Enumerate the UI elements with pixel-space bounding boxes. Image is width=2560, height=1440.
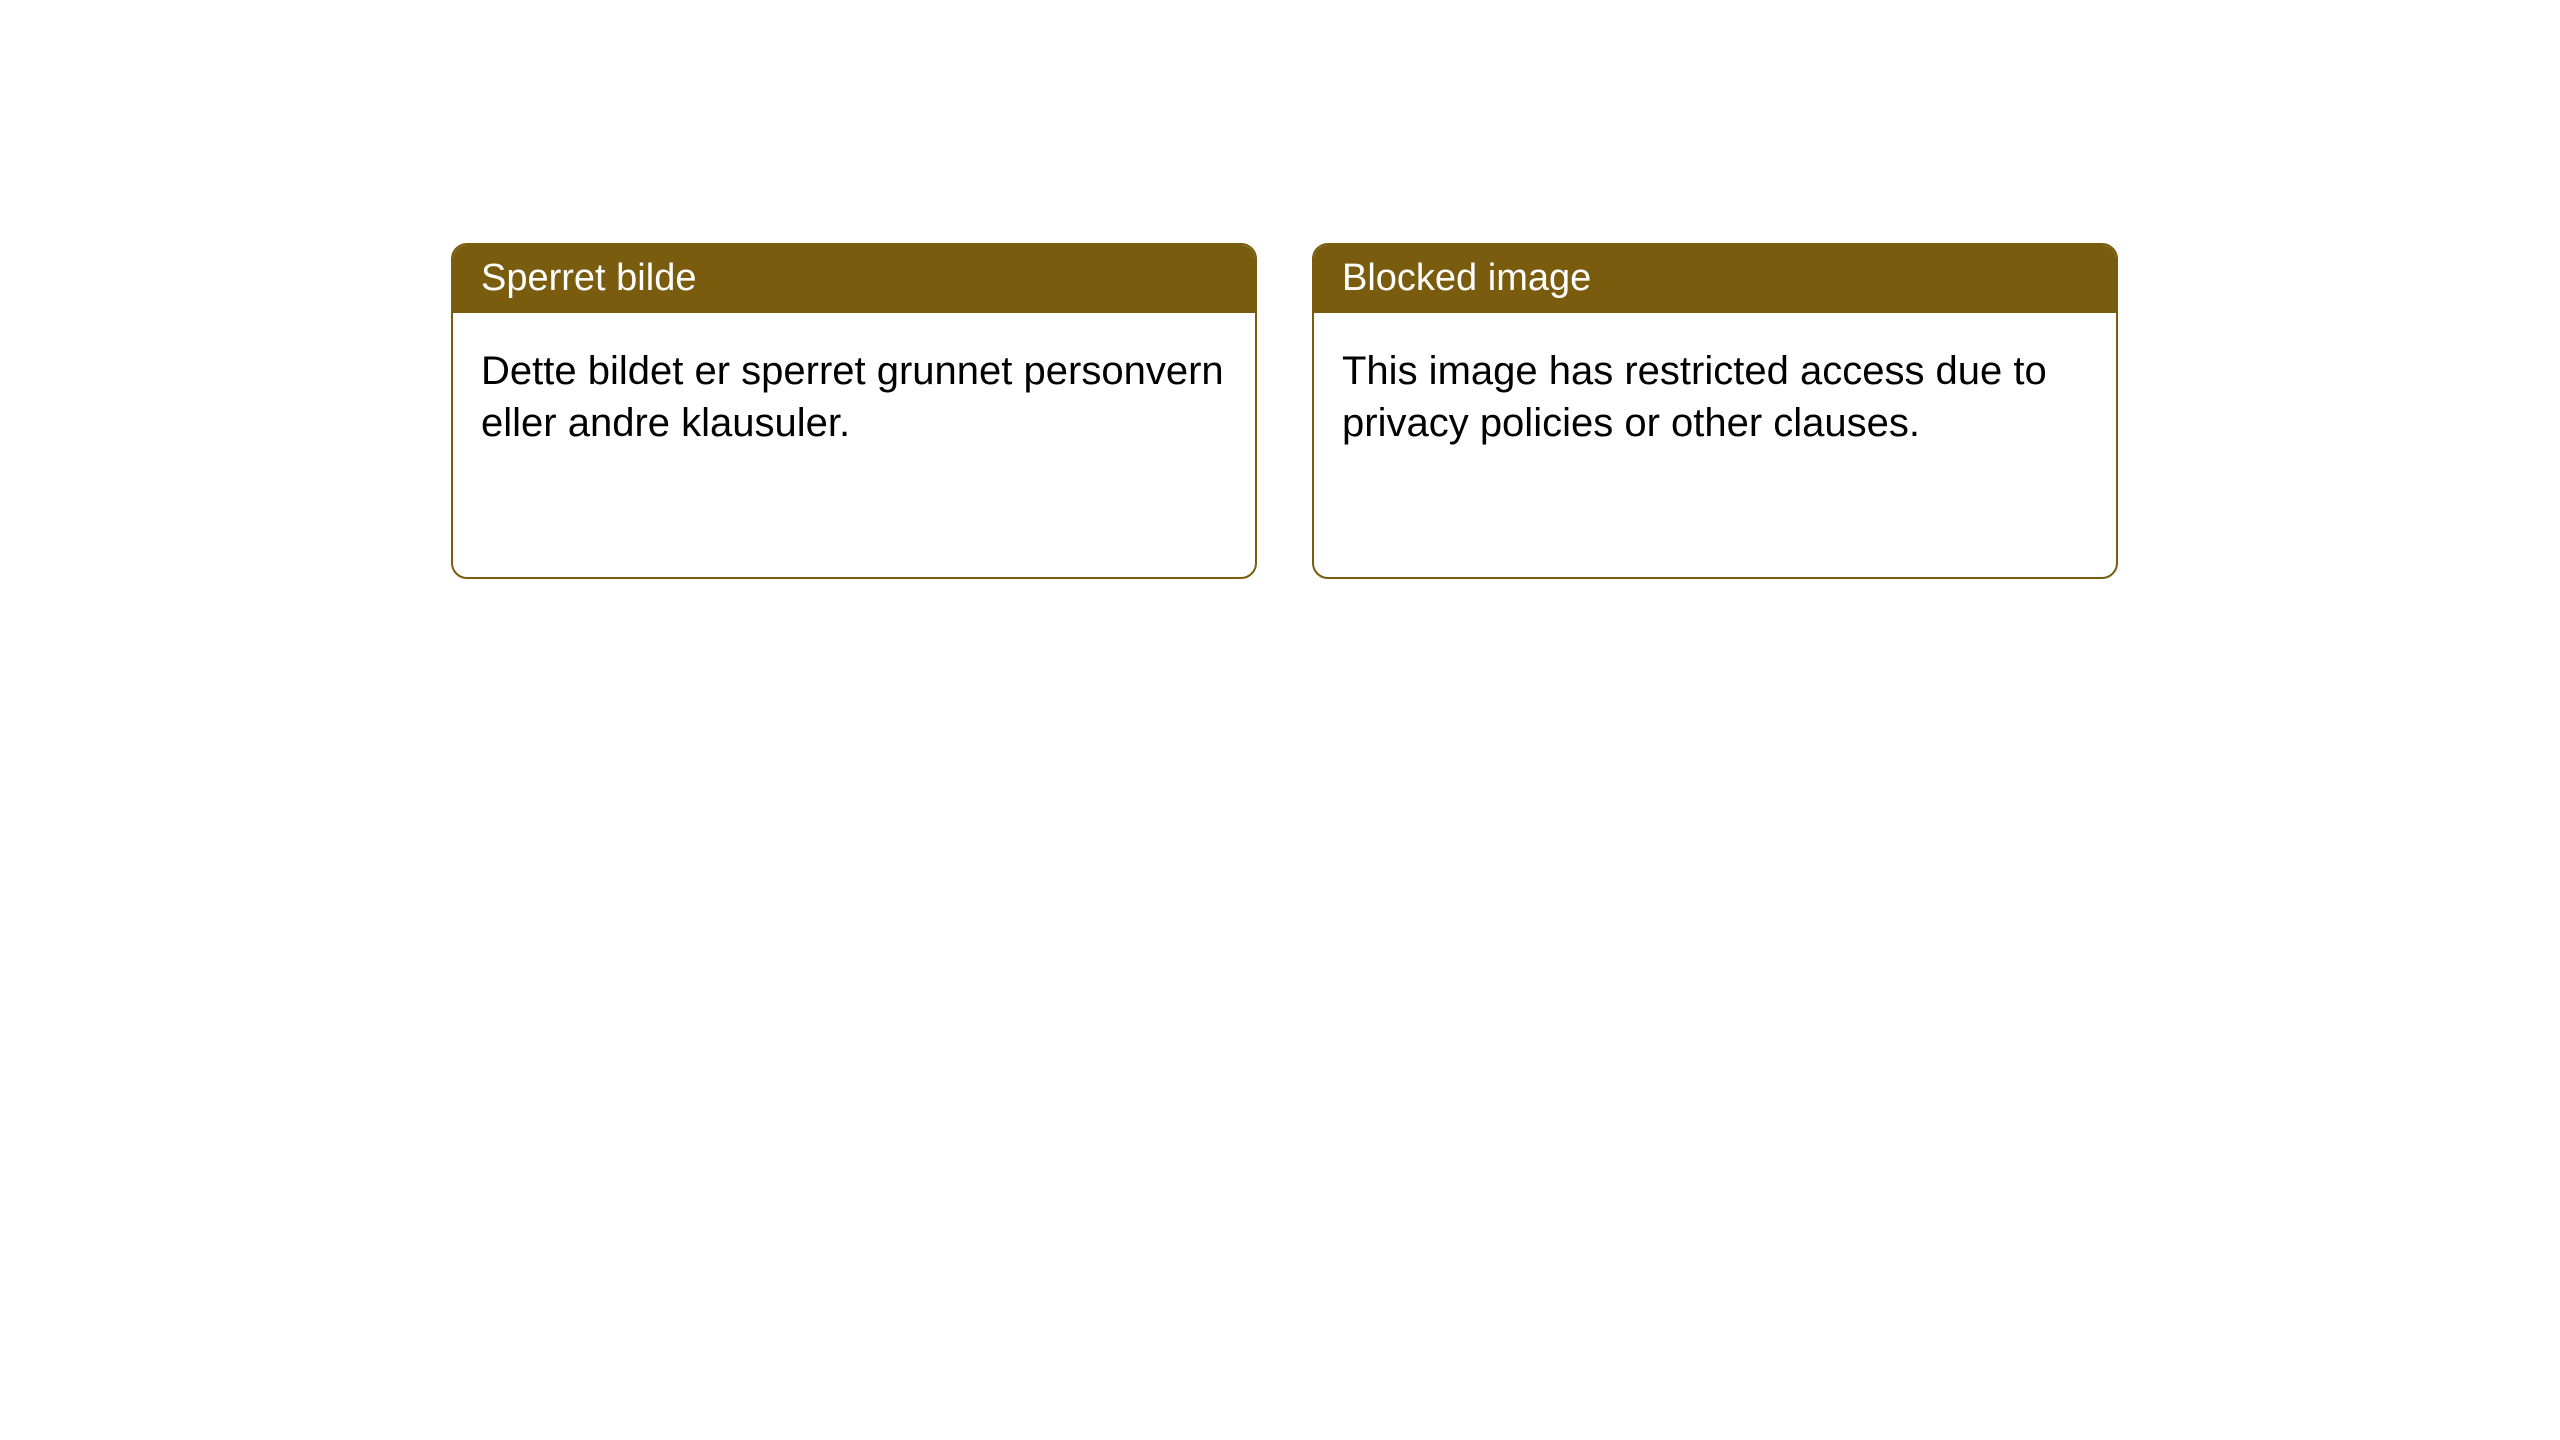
notice-cards-container: Sperret bilde Dette bildet er sperret gr… xyxy=(451,243,2118,579)
notice-card-no: Sperret bilde Dette bildet er sperret gr… xyxy=(451,243,1257,579)
notice-card-title-no: Sperret bilde xyxy=(453,245,1255,313)
notice-card-en: Blocked image This image has restricted … xyxy=(1312,243,2118,579)
notice-card-title-en: Blocked image xyxy=(1314,245,2116,313)
notice-card-body-en: This image has restricted access due to … xyxy=(1314,313,2116,481)
notice-card-body-no: Dette bildet er sperret grunnet personve… xyxy=(453,313,1255,481)
